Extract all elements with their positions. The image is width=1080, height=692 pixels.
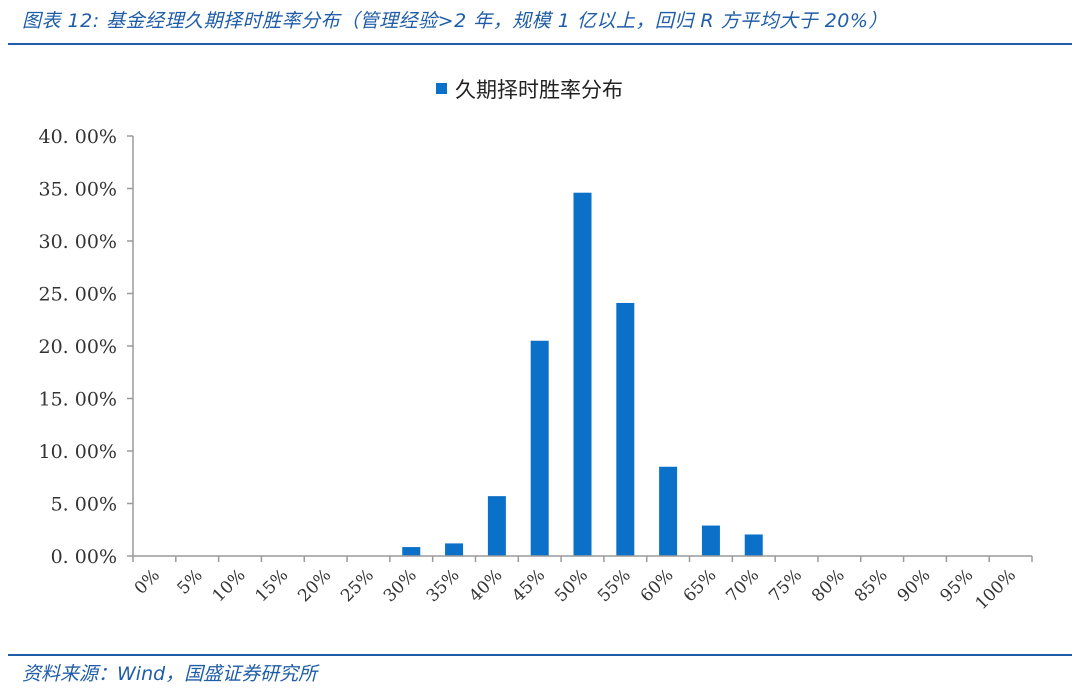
legend-swatch	[436, 83, 447, 94]
bar	[402, 547, 421, 556]
y-tick-label: 40. 00%	[39, 126, 118, 148]
bar	[701, 525, 720, 556]
y-tick-label: 5. 00%	[51, 494, 117, 516]
x-axis-ticks: 0% 5% 10% 15% 20% 25% 30% 35% 40% 45% 50% 55% 60% 65%…	[131, 556, 1033, 614]
bar	[573, 192, 592, 556]
bar	[487, 496, 506, 556]
x-tick-label: 45%	[508, 565, 549, 606]
y-tick-label: 30. 00%	[39, 231, 118, 253]
x-tick-label: 15%	[252, 565, 293, 606]
bar	[616, 302, 635, 556]
x-tick-label: 30%	[380, 565, 421, 606]
x-tick-label: 20%	[294, 565, 335, 606]
x-tick-label: 35%	[423, 565, 464, 606]
caption-rule	[8, 43, 1072, 45]
y-tick-label: 15. 00%	[39, 389, 118, 411]
figure-caption: 图表 12: 基金经理久期择时胜率分布（管理经验>2 年，规模 1 亿以上，回归…	[22, 10, 888, 32]
bars	[402, 192, 763, 556]
source-rule	[8, 654, 1072, 656]
y-tick-label: 35. 00%	[39, 179, 118, 201]
x-tick-label: 90%	[894, 565, 935, 606]
x-tick-label: 75%	[765, 565, 806, 606]
bar-chart: 0. 00% 5. 00% 10. 00% 15. 00% 20. 00% 25. 00%…	[39, 78, 1033, 614]
x-tick-label: 50%	[551, 565, 592, 606]
bar	[530, 340, 549, 556]
x-tick-label: 85%	[851, 565, 892, 606]
x-tick-label: 10%	[209, 565, 250, 606]
legend: 久期择时胜率分布	[436, 78, 623, 102]
source-note: 资料来源：Wind，国盛证券研究所	[22, 663, 318, 685]
y-tick-label: 10. 00%	[39, 441, 118, 463]
x-tick-label: 5%	[174, 565, 207, 598]
x-tick-label: 65%	[680, 565, 721, 606]
x-tick-label: 55%	[594, 565, 635, 606]
y-tick-label: 0. 00%	[51, 546, 117, 568]
bar	[659, 466, 678, 556]
y-tick-label: 20. 00%	[39, 336, 118, 358]
x-tick-label: 25%	[337, 565, 378, 606]
y-axis-ticks: 0. 00% 5. 00% 10. 00% 15. 00% 20. 00% 25. 00%…	[39, 126, 133, 568]
x-tick-label: 80%	[808, 565, 849, 606]
y-tick-label: 25. 00%	[39, 284, 118, 306]
bar	[445, 543, 464, 556]
x-tick-label: 60%	[637, 565, 678, 606]
legend-label: 久期择时胜率分布	[455, 78, 623, 102]
x-tick-label: 70%	[722, 565, 763, 606]
x-tick-label: 100%	[972, 565, 1021, 614]
x-tick-label: 40%	[466, 565, 507, 606]
x-tick-label: 0%	[131, 565, 164, 598]
bar	[744, 534, 763, 556]
